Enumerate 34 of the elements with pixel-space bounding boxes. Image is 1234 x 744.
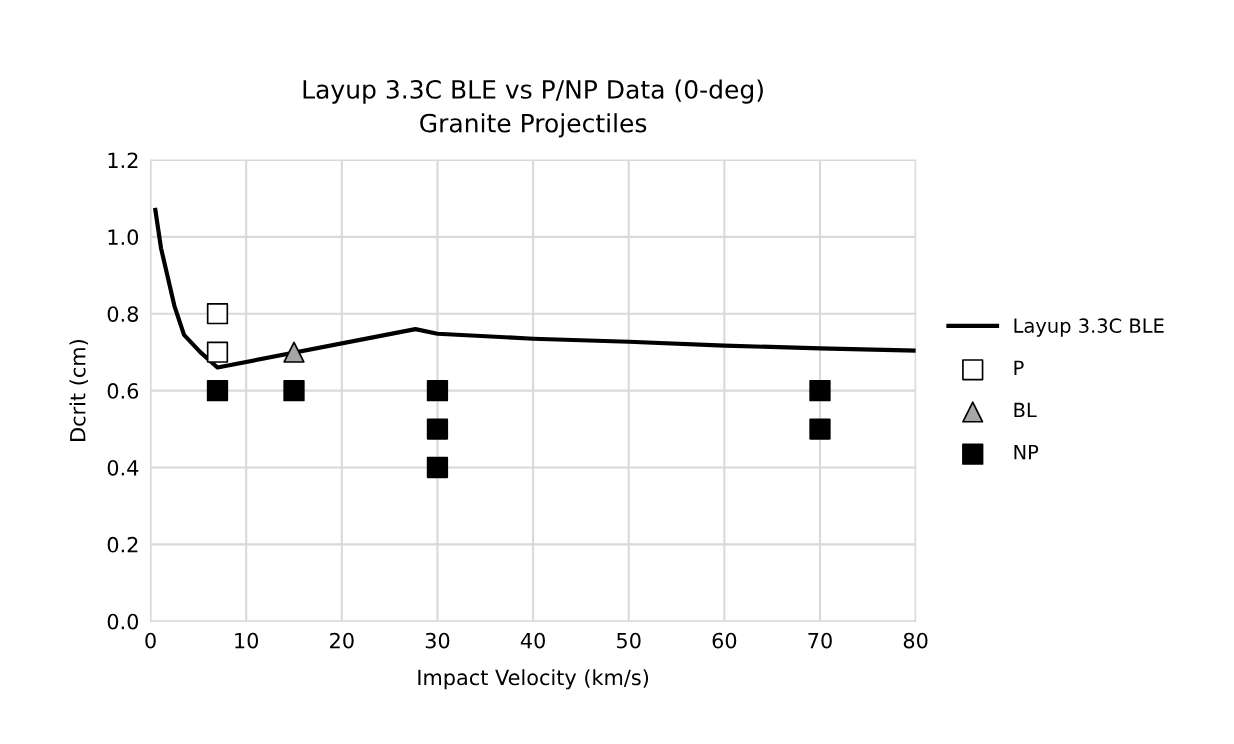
x-tick-label: 60 bbox=[712, 632, 737, 649]
x-tick-label: 40 bbox=[520, 632, 545, 649]
y-tick-label: 0.0 bbox=[107, 613, 139, 630]
legend-label: Layup 3.3C BLE bbox=[1014, 318, 1164, 337]
point bbox=[283, 341, 305, 363]
y-tick-label: 1.0 bbox=[108, 229, 139, 246]
chart-title: Layup 3.3C BLE vs P/NP Data (0-deg) Granite Projectiles bbox=[303, 79, 763, 138]
point bbox=[426, 456, 449, 479]
y-axis-title: Dcrit (cm) bbox=[69, 340, 89, 441]
point bbox=[206, 379, 229, 402]
x-tick-label: 80 bbox=[903, 632, 928, 649]
legend-label: NP bbox=[1014, 445, 1039, 460]
x-tick-label: 10 bbox=[235, 632, 259, 649]
y-tick-label: 0.4 bbox=[107, 459, 139, 476]
y-tick-label: 0.6 bbox=[107, 383, 139, 399]
point bbox=[283, 379, 305, 402]
y-tick-label: 1.2 bbox=[108, 152, 138, 168]
x-tick-label: 30 bbox=[425, 632, 450, 649]
legend-label: P bbox=[1014, 360, 1024, 375]
point bbox=[426, 379, 449, 402]
point bbox=[809, 379, 831, 402]
point bbox=[426, 418, 449, 440]
x-tick-label: 50 bbox=[617, 632, 641, 649]
point bbox=[206, 341, 229, 363]
y-tick-label: 0.2 bbox=[107, 536, 138, 553]
point bbox=[809, 418, 831, 440]
point bbox=[206, 303, 229, 325]
x-axis-title: Impact Velocity (km/s) bbox=[418, 669, 649, 690]
y-tick-label: 0.8 bbox=[107, 306, 139, 322]
line-series bbox=[153, 207, 916, 370]
x-tick-label: 20 bbox=[330, 632, 354, 649]
x-tick-label: 70 bbox=[808, 632, 832, 649]
legend-label: BL bbox=[1014, 402, 1037, 418]
x-tick-label: 0 bbox=[145, 632, 156, 649]
